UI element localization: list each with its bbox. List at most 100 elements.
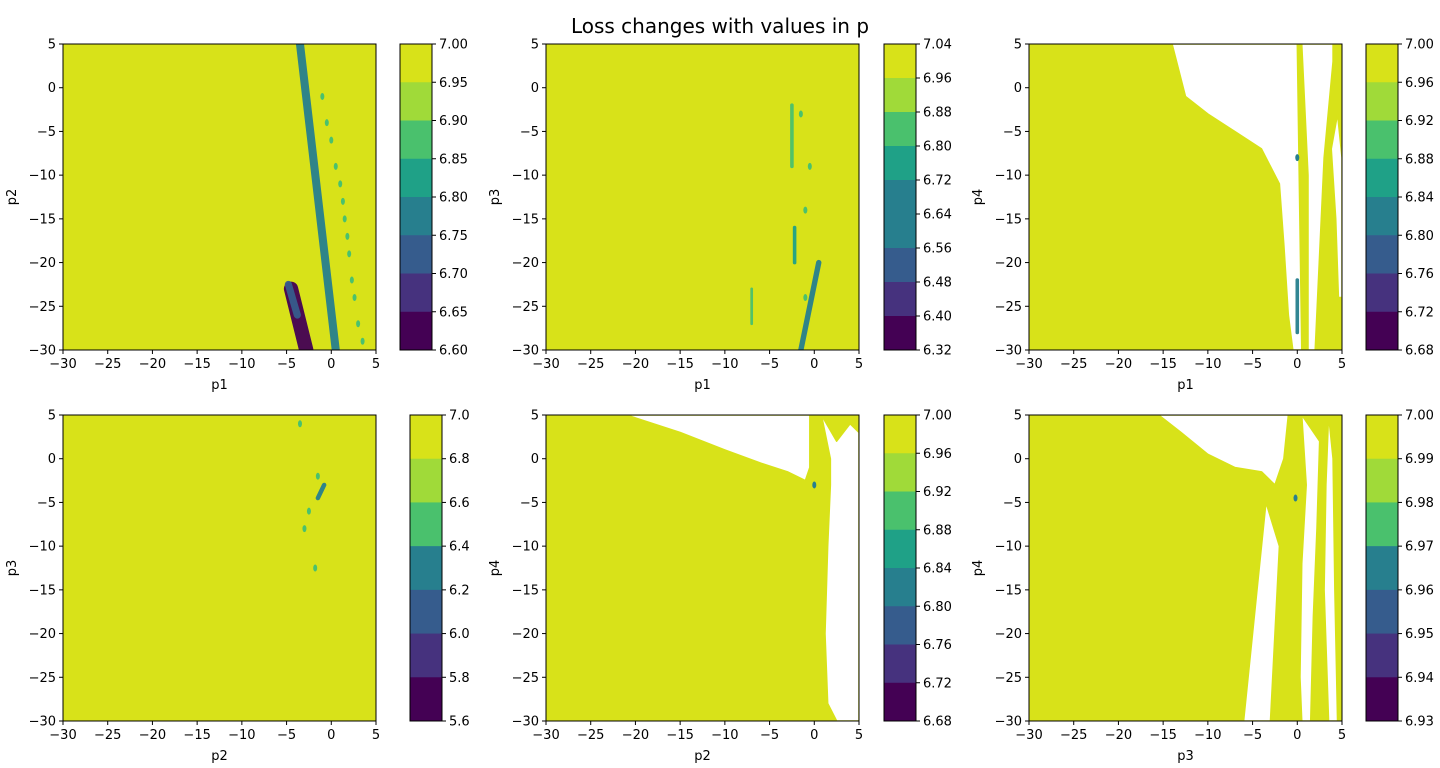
x-tick-label: −25 bbox=[577, 728, 604, 743]
undefined-region bbox=[1323, 415, 1339, 721]
subplot-bottom-right: −30 −25 −20 −15 −10 −5 0 5 5 0 −5 −10 −15 −20 −25 −30 p3… bbox=[971, 409, 1434, 765]
y-tick-label: −5 bbox=[1003, 496, 1022, 511]
y-tick-label: 5 bbox=[1014, 38, 1022, 53]
contour-spot bbox=[313, 564, 318, 572]
colorbar-tick-label: 6.96 bbox=[923, 72, 952, 87]
y-tick-label: −25 bbox=[29, 300, 56, 315]
contour-spot bbox=[807, 162, 812, 170]
colorbar-band bbox=[884, 415, 916, 454]
axes-frame bbox=[1028, 43, 1343, 351]
x-tick-label: 0 bbox=[810, 357, 818, 372]
x-tick-label: −25 bbox=[94, 357, 121, 372]
y-tick-label: −15 bbox=[995, 212, 1022, 227]
colorbar-tick-label: 6.64 bbox=[923, 208, 952, 223]
y-tick-label: −20 bbox=[29, 627, 56, 642]
colorbar-tick-label: 6.90 bbox=[439, 114, 468, 129]
colorbar-band bbox=[884, 146, 916, 181]
colorbar-band bbox=[1366, 197, 1398, 236]
colorbar-band bbox=[884, 112, 916, 147]
x-tick-label: −10 bbox=[711, 728, 738, 743]
x-tick-label: −20 bbox=[139, 357, 166, 372]
colorbar-band bbox=[410, 677, 442, 722]
contour-spot bbox=[798, 110, 803, 118]
x-axis-label: p1 bbox=[1177, 378, 1194, 393]
y-tick-label: −30 bbox=[512, 344, 539, 359]
x-tick-label: −15 bbox=[183, 728, 210, 743]
contour-spot bbox=[356, 320, 361, 328]
colorbar-tick-label: 6.93 bbox=[1405, 715, 1434, 730]
y-tick-label: −5 bbox=[520, 125, 539, 140]
x-tick-label: −15 bbox=[666, 357, 693, 372]
colorbar-band bbox=[1366, 82, 1398, 121]
colorbar-tick-label: 6.8 bbox=[449, 452, 470, 467]
x-tick-label: −10 bbox=[228, 728, 255, 743]
contour-spot bbox=[338, 180, 343, 188]
contour-band bbox=[284, 280, 301, 319]
y-tick-label: −20 bbox=[995, 627, 1022, 642]
y-tick-label: −10 bbox=[995, 169, 1022, 184]
colorbar-band bbox=[1366, 273, 1398, 313]
x-tick-label: 0 bbox=[1293, 728, 1301, 743]
y-tick-label: 5 bbox=[48, 409, 56, 424]
colorbar: 7.0 6.8 6.6 6.4 6.2 6.0 5.8 5.6 bbox=[409, 409, 470, 730]
colorbar-tick-label: 6.80 bbox=[1405, 229, 1434, 244]
x-tick-label: −5 bbox=[760, 357, 779, 372]
subplot-bottom-left: −30 −25 −20 −15 −10 −5 0 5 5 0 −5 −10 −15 −20 −25 −30 p2… bbox=[5, 409, 470, 765]
axes-frame bbox=[545, 414, 860, 722]
colorbar-tick-label: 6.98 bbox=[1405, 496, 1434, 511]
y-tick-label: −25 bbox=[512, 671, 539, 686]
colorbar-band bbox=[1366, 633, 1398, 678]
x-axis-label: p3 bbox=[1177, 749, 1194, 764]
y-tick-label: 5 bbox=[1014, 409, 1022, 424]
y-tick-label: −20 bbox=[512, 256, 539, 271]
colorbar: 7.04 6.96 6.88 6.80 6.72 6.64 6.56 6.48 6.40 6.32 bbox=[883, 38, 952, 359]
colorbar-tick-label: 6.72 bbox=[923, 676, 952, 691]
colorbar-band bbox=[884, 248, 916, 283]
x-tick-label: −10 bbox=[228, 357, 255, 372]
colorbar-tick-label: 6.92 bbox=[923, 485, 952, 500]
x-tick-label: 5 bbox=[372, 728, 380, 743]
axes-frame bbox=[62, 43, 377, 351]
colorbar-tick-label: 6.80 bbox=[923, 600, 952, 615]
colorbar-tick-label: 6.92 bbox=[1405, 114, 1434, 129]
colorbar-band bbox=[1366, 677, 1398, 722]
undefined-region bbox=[625, 415, 811, 482]
colorbar-tick-label: 6.2 bbox=[449, 583, 470, 598]
y-tick-label: 5 bbox=[48, 38, 56, 53]
colorbar-tick-label: 6.99 bbox=[1405, 452, 1434, 467]
colorbar-tick-label: 6.97 bbox=[1405, 540, 1434, 555]
colorbar-tick-label: 6.88 bbox=[923, 106, 952, 121]
x-tick-label: −30 bbox=[1015, 357, 1042, 372]
x-axis-label: p1 bbox=[211, 378, 228, 393]
contour-spot bbox=[297, 420, 302, 428]
colorbar-tick-label: 6.80 bbox=[923, 140, 952, 155]
x-tick-label: −20 bbox=[622, 357, 649, 372]
y-tick-label: −5 bbox=[37, 496, 56, 511]
colorbar-band bbox=[884, 568, 916, 607]
colorbar-tick-label: 6.84 bbox=[1405, 191, 1434, 206]
undefined-region bbox=[1242, 501, 1281, 721]
contour-band bbox=[315, 482, 327, 501]
undefined-region bbox=[1299, 415, 1321, 721]
heatmap-features bbox=[297, 420, 327, 572]
subplot-bottom-middle: −30 −25 −20 −15 −10 −5 0 5 5 0 −5 −10 −15 −20 −25 −30 p2… bbox=[488, 409, 952, 765]
colorbar-tick-label: 6.95 bbox=[439, 76, 468, 91]
contour-spot bbox=[329, 136, 334, 144]
colorbar-tick-label: 7.04 bbox=[923, 38, 952, 53]
colorbar-tick-label: 7.0 bbox=[449, 409, 470, 424]
y-tick-label: 0 bbox=[531, 81, 539, 96]
x-tick-label: −15 bbox=[666, 728, 693, 743]
y-tick-label: −5 bbox=[520, 496, 539, 511]
heatmap-field bbox=[1029, 415, 1342, 721]
colorbar-tick-label: 7.00 bbox=[1405, 38, 1434, 53]
y-axis-label: p2 bbox=[5, 189, 20, 206]
y-tick-label: −25 bbox=[995, 671, 1022, 686]
y-tick-label: −15 bbox=[29, 212, 56, 227]
subplot-top-left: −30 −25 −20 −15 −10 −5 0 5 5 0 −5 −10 −15 −20 −25 −30 p1… bbox=[5, 38, 468, 394]
undefined-region bbox=[1157, 415, 1290, 486]
axes-frame bbox=[545, 43, 860, 351]
colorbar-band bbox=[400, 120, 432, 160]
y-tick-label: 5 bbox=[531, 409, 539, 424]
colorbar-band bbox=[400, 158, 432, 198]
colorbar-tick-label: 6.0 bbox=[449, 627, 470, 642]
